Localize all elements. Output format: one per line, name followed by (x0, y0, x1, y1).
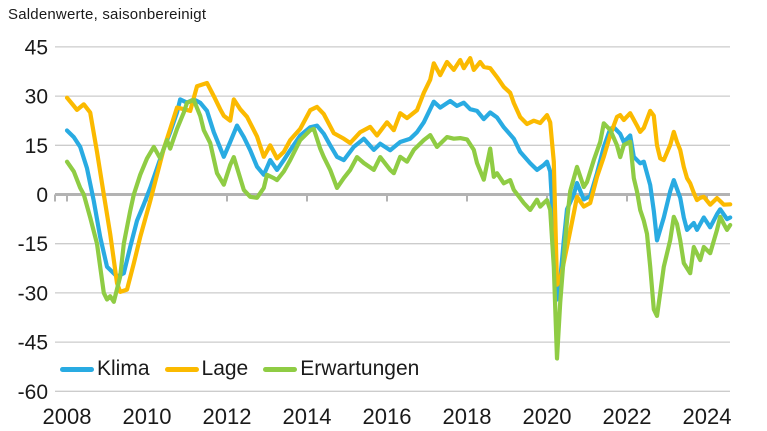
y-tick-label: 15 (25, 135, 48, 158)
y-tick-label: -45 (18, 332, 48, 355)
x-tick-label: 2022 (603, 404, 652, 429)
x-tick-label: 2012 (203, 404, 252, 429)
x-tick-label: 2016 (363, 404, 412, 429)
x-tick-label: 2018 (443, 404, 492, 429)
series-line-lage (64, 55, 733, 294)
y-tick-label: -30 (18, 282, 48, 305)
lage-line-swatch-icon (164, 366, 199, 372)
y-tick-label: -60 (18, 381, 48, 404)
legend-label-klima: Klima (97, 357, 150, 380)
x-tick-label: 2014 (283, 404, 332, 429)
klima-line-swatch-icon (60, 366, 94, 372)
y-tick-label: 0 (36, 184, 48, 207)
legend-item-klima: Klima (60, 357, 150, 381)
legend-label-lage: Lage (201, 357, 249, 380)
legend-item-lage: Lage (164, 357, 249, 381)
series-line-erwartungen (64, 97, 733, 361)
chart-title: Saldenwerte, saisonbereinigt (8, 6, 207, 23)
x-tick-label: 2008 (43, 404, 92, 429)
x-tick-label: 2024 (683, 404, 732, 429)
x-tick-label: 2010 (123, 404, 172, 429)
legend-item-erwartungen: Erwartungen (263, 357, 419, 381)
legend-label-erwartungen: Erwartungen (300, 357, 420, 380)
erwartungen-line-swatch-icon (263, 366, 298, 372)
series-line-klima (64, 97, 733, 302)
chart-legend: Klima Lage Erwartungen (60, 357, 419, 381)
y-tick-label: 45 (25, 36, 48, 59)
y-tick-label: -15 (18, 233, 48, 256)
x-tick-label: 2020 (523, 404, 572, 429)
y-tick-label: 30 (25, 86, 48, 109)
